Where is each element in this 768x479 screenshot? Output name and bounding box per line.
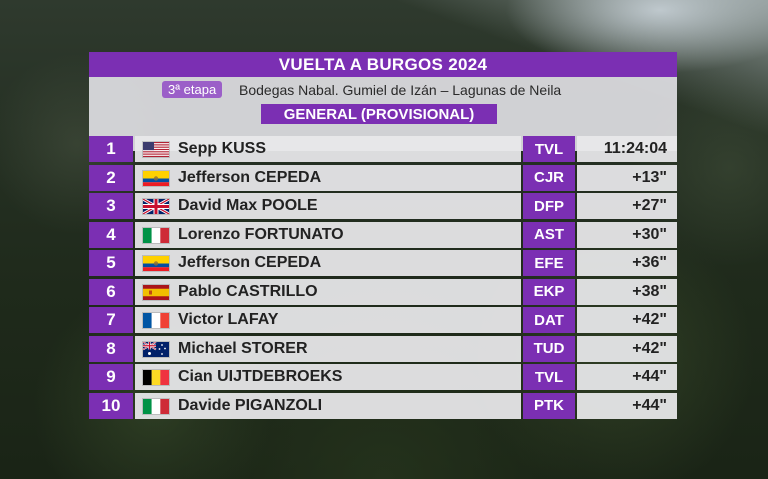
rider-cell: Michael STORER: [135, 335, 521, 362]
rider-cell: David Max POOLE: [135, 193, 521, 219]
team-code: EKP: [523, 278, 575, 305]
time-gap: +44": [577, 392, 677, 419]
time-gap: +42": [577, 335, 677, 362]
spain-flag-icon: [143, 284, 169, 300]
rider-name: Davide PIGANZOLI: [178, 396, 323, 414]
standings-row: 7 Victor LAFAY DAT +42": [89, 307, 677, 336]
rank-number: 9: [89, 364, 133, 390]
rank-number: 8: [89, 335, 133, 362]
rider-name: Michael STORER: [178, 339, 308, 357]
team-code: TVL: [523, 136, 575, 162]
standings-row: 2 Jefferson CEPEDA CJR +13": [89, 164, 677, 194]
rank-number: 2: [89, 164, 133, 191]
rider-cell: Victor LAFAY: [135, 307, 521, 333]
rider-cell: Sepp KUSS: [135, 136, 521, 162]
time-gap: 11:24:04: [577, 136, 677, 162]
standings-row: 1 Sepp KUSS TVL 11:24:04: [89, 136, 677, 165]
france-flag-icon: [143, 313, 169, 328]
rank-number: 7: [89, 307, 133, 333]
standings-row: 5 Jefferson CEPEDA EFE +36": [89, 250, 677, 279]
rider-name: Cian UIJTDEBROEKS: [178, 368, 343, 385]
team-code: DAT: [523, 307, 575, 333]
rider-cell: Jefferson CEPEDA: [135, 250, 521, 276]
rider-cell: Jefferson CEPEDA: [135, 164, 521, 191]
stage-badge: 3ª etapa: [162, 81, 223, 98]
standings-row: 3 David Max POOLE DFP +27": [89, 193, 677, 222]
rider-name: David Max POOLE: [178, 197, 318, 214]
ecuador-flag-icon: [143, 256, 169, 271]
australia-flag-icon: [143, 341, 169, 357]
rank-number: 1: [89, 136, 133, 162]
classification-label: GENERAL (PROVISIONAL): [261, 104, 497, 124]
rank-number: 3: [89, 193, 133, 219]
time-gap: +13": [577, 164, 677, 191]
italy-flag-icon: [143, 398, 169, 414]
ecuador-flag-icon: [143, 170, 169, 186]
race-title: VUELTA A BURGOS 2024: [89, 52, 677, 77]
time-gap: +27": [577, 193, 677, 219]
standings-row: 9 Cian UIJTDEBROEKS TVL +44": [89, 364, 677, 393]
rider-cell: Cian UIJTDEBROEKS: [135, 364, 521, 390]
team-code: CJR: [523, 164, 575, 191]
team-code: TVL: [523, 364, 575, 390]
rider-name: Jefferson CEPEDA: [178, 254, 322, 271]
rank-number: 6: [89, 278, 133, 305]
rank-number: 10: [89, 392, 133, 419]
team-code: DFP: [523, 193, 575, 219]
uk-flag-icon: [143, 199, 169, 214]
rider-cell: Pablo CASTRILLO: [135, 278, 521, 305]
standings-row: 8 Michael STORER TUD +42": [89, 335, 677, 365]
standings-row: 4 Lorenzo FORTUNATO AST +30": [89, 221, 677, 251]
rider-name: Jefferson CEPEDA: [178, 168, 322, 186]
rider-cell: Davide PIGANZOLI: [135, 392, 521, 419]
rider-name: Victor LAFAY: [178, 311, 279, 328]
team-code: TUD: [523, 335, 575, 362]
team-code: AST: [523, 221, 575, 248]
stage-route: Bodegas Nabal. Gumiel de Izán – Lagunas …: [239, 81, 562, 98]
rider-name: Lorenzo FORTUNATO: [178, 225, 344, 243]
rider-name: Sepp KUSS: [178, 140, 267, 157]
belgium-flag-icon: [143, 370, 169, 385]
time-gap: +30": [577, 221, 677, 248]
team-code: EFE: [523, 250, 575, 276]
time-gap: +38": [577, 278, 677, 305]
italy-flag-icon: [143, 227, 169, 243]
team-code: PTK: [523, 392, 575, 419]
rider-name: Pablo CASTRILLO: [178, 282, 318, 300]
time-gap: +42": [577, 307, 677, 333]
standings-row: 6 Pablo CASTRILLO EKP +38": [89, 278, 677, 308]
time-gap: +44": [577, 364, 677, 390]
time-gap: +36": [577, 250, 677, 276]
usa-flag-icon: [143, 142, 169, 157]
rider-cell: Lorenzo FORTUNATO: [135, 221, 521, 248]
standings-row: 10 Davide PIGANZOLI PTK +44": [89, 392, 677, 422]
rank-number: 5: [89, 250, 133, 276]
rank-number: 4: [89, 221, 133, 248]
standings-list: 1 Sepp KUSS TVL 11:24:04 2 Jefferson CEPEDA CJ…: [89, 136, 677, 421]
